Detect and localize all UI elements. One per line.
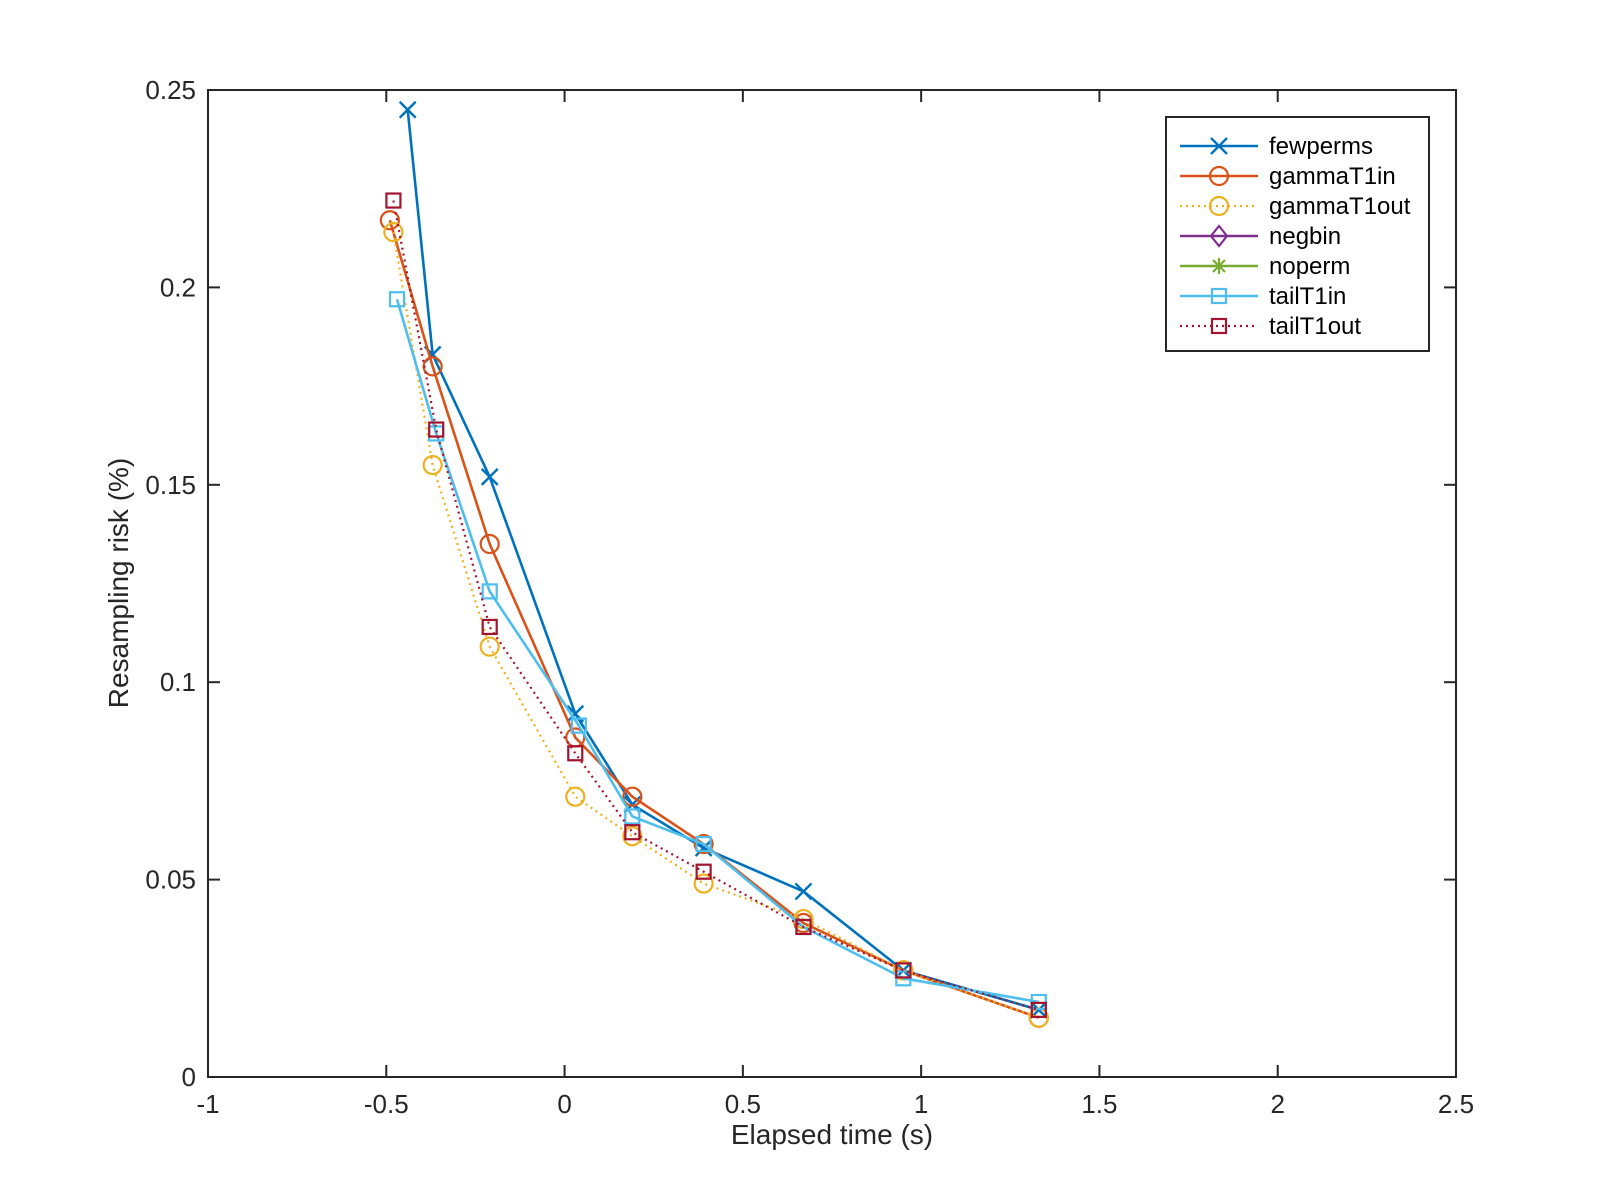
marker-stroke	[566, 704, 585, 723]
data-point-tailT1out	[695, 863, 712, 880]
x-tick-label: -0.5	[364, 1089, 409, 1119]
data-point-tailT1out	[895, 962, 912, 979]
y-tick-label: 0	[182, 1062, 196, 1092]
data-point-tailT1in	[388, 291, 406, 308]
data-point-fewperms	[398, 100, 417, 119]
series-layer	[379, 100, 1049, 1028]
y-axis-title: Resampling risk (%)	[103, 458, 134, 709]
legend-label: gammaT1in	[1269, 163, 1396, 190]
x-tick-label: 2.5	[1438, 1089, 1474, 1119]
y-tick-label: 0.05	[145, 865, 196, 895]
data-point-gammaT1in	[479, 533, 500, 555]
legend-marker	[1210, 137, 1228, 155]
legend-label: negbin	[1269, 223, 1341, 250]
legend-item-noperm: noperm	[1180, 253, 1350, 280]
legend-marker	[1208, 195, 1230, 217]
legend-item-tailT1out: tailT1out	[1180, 313, 1361, 340]
legend-item-gammaT1in: gammaT1in	[1180, 163, 1396, 190]
marker-stroke	[398, 100, 417, 119]
data-point-gammaT1out	[383, 222, 404, 243]
data-point-gammaT1out	[565, 786, 586, 807]
x-tick-label: -1	[196, 1089, 219, 1119]
marker-stroke	[1212, 259, 1226, 273]
y-tick-label: 0.25	[145, 75, 196, 105]
x-axis-title: Elapsed time (s)	[731, 1119, 933, 1150]
axes: -1 -0.5 0 0.5 1 1.5 2 2.5 0 0.05 0.1 0.15 0.2 0.25	[145, 75, 1474, 1119]
legend-box	[1165, 116, 1430, 352]
data-point-tailT1out	[795, 918, 812, 936]
marker-stroke	[1210, 137, 1228, 155]
data-point-gammaT1in	[622, 786, 643, 807]
x-tick-label: 2	[1270, 1089, 1284, 1119]
x-tick-label: 0.5	[725, 1089, 761, 1119]
legend-marker	[1210, 287, 1228, 305]
data-point-tailT1out	[1030, 1001, 1047, 1018]
legend-marker	[1208, 165, 1230, 187]
data-point-tailT1out	[567, 745, 584, 762]
data-point-gammaT1in	[693, 833, 714, 855]
series-tailT1out	[385, 192, 1047, 1018]
legend-marker	[1211, 258, 1227, 274]
data-point-tailT1in	[695, 835, 712, 853]
marker-stroke	[480, 468, 499, 486]
y-tick-label: 0.15	[145, 470, 196, 500]
data-point-gammaT1in	[379, 210, 400, 231]
legend-label: fewperms	[1269, 133, 1373, 160]
data-point-gammaT1out	[479, 636, 500, 657]
data-point-tailT1out	[624, 824, 641, 841]
x-tick-label: 1	[914, 1089, 928, 1119]
data-point-gammaT1out	[422, 454, 443, 476]
data-point-fewperms	[794, 882, 813, 901]
axes-box	[207, 89, 1457, 1078]
data-point-tailT1out	[428, 421, 445, 438]
data-point-tailT1out	[481, 618, 498, 636]
x-tick-label: 1.5	[1081, 1089, 1117, 1119]
legend: fewperms gammaT1in gammaT1out negbin noperm t…	[1165, 116, 1430, 352]
legend-label: noperm	[1269, 253, 1350, 280]
legend-item-negbin: negbin	[1180, 223, 1341, 250]
legend-marker	[1209, 224, 1229, 248]
y-tick-label: 0.2	[160, 272, 196, 302]
data-point-fewperms	[480, 468, 499, 486]
legend-item-fewperms: fewperms	[1180, 133, 1373, 160]
y-tick-label: 0.1	[160, 667, 196, 697]
marker-stroke	[794, 882, 813, 901]
legend-marker	[1210, 317, 1228, 335]
series-line-gammaT1in	[388, 219, 1040, 1020]
data-point-gammaT1out	[693, 873, 714, 894]
legend-item-gammaT1out: gammaT1out	[1180, 193, 1411, 220]
legend-label: tailT1out	[1269, 313, 1361, 340]
marker-stroke	[694, 839, 713, 857]
data-point-tailT1out	[385, 192, 402, 209]
series-line-tailT1in	[395, 298, 1040, 1004]
data-point-tailT1in	[570, 717, 587, 734]
x-tick-label: 0	[557, 1089, 571, 1119]
series-line-tailT1out	[392, 200, 1040, 1011]
legend-label: gammaT1out	[1269, 193, 1411, 220]
legend-item-tailT1in: tailT1in	[1180, 283, 1346, 310]
data-point-tailT1in	[481, 583, 498, 600]
legend-label: tailT1in	[1269, 283, 1346, 310]
data-point-tailT1in	[624, 808, 641, 825]
